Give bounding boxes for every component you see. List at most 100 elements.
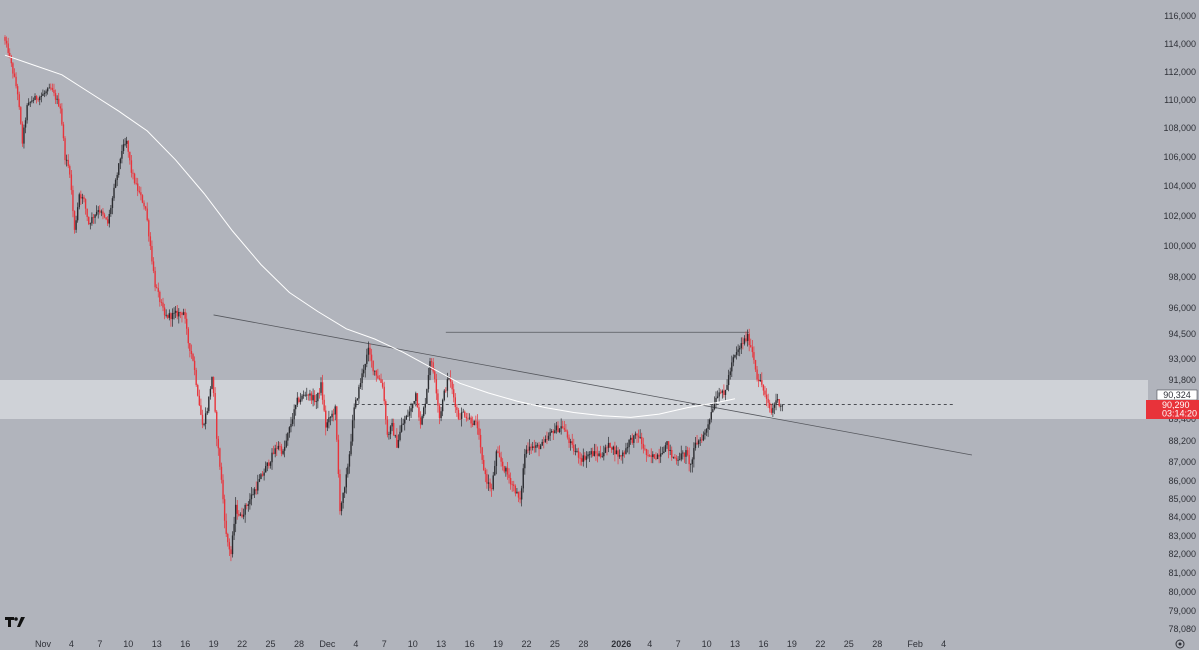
candle — [603, 445, 605, 461]
candle — [5, 36, 8, 48]
candle — [517, 491, 520, 503]
candle — [397, 434, 400, 449]
candle — [740, 337, 742, 355]
x-tick-label: 7 — [382, 639, 387, 649]
candle — [332, 408, 335, 422]
candle — [532, 441, 534, 451]
candle — [424, 397, 426, 415]
candle — [604, 444, 607, 454]
candle — [195, 367, 197, 387]
svg-text:03:14:20: 03:14:20 — [1162, 409, 1197, 419]
candle — [615, 445, 618, 455]
x-tick-label: 25 — [550, 639, 560, 649]
candle — [214, 387, 216, 414]
candle — [266, 462, 268, 472]
candle — [102, 207, 104, 220]
candle — [40, 92, 43, 103]
candle — [593, 443, 596, 457]
candle — [228, 538, 231, 557]
candle — [609, 442, 611, 449]
candle — [710, 404, 712, 423]
candle — [206, 407, 208, 416]
candle — [772, 402, 774, 418]
candle — [686, 446, 689, 457]
candle — [31, 96, 33, 104]
candle — [555, 421, 558, 434]
candle — [617, 447, 619, 465]
candle — [88, 216, 90, 226]
candle — [675, 455, 678, 465]
candle — [653, 453, 656, 459]
svg-text:90,290: 90,290 — [1162, 400, 1190, 410]
candle — [509, 472, 512, 490]
candle — [683, 452, 686, 463]
candle — [197, 383, 199, 397]
candle — [598, 450, 600, 457]
candle — [135, 177, 137, 186]
x-tick-label: 16 — [465, 639, 475, 649]
trendlines-layer — [213, 314, 973, 456]
candle — [457, 407, 460, 421]
candle — [78, 192, 80, 210]
y-tick-label: 112,000 — [1164, 67, 1196, 77]
candle — [456, 404, 458, 417]
candle — [53, 83, 55, 97]
candle — [557, 421, 559, 433]
candle — [407, 409, 409, 418]
candle — [669, 444, 671, 456]
candle — [751, 340, 754, 358]
candle — [685, 445, 687, 465]
time-axis[interactable]: Nov 4 7 10 13 16 19 22 25 28 Dec 4 7 10 13 16 19 22 25 28 20… — [35, 639, 946, 649]
y-tick-label: 78,080 — [1168, 624, 1196, 634]
candle — [674, 454, 676, 460]
x-tick-label: 4 — [353, 639, 358, 649]
candle — [596, 446, 599, 463]
candle — [269, 461, 272, 469]
candle — [263, 468, 265, 481]
candle — [272, 445, 275, 455]
candle — [490, 483, 493, 497]
candle — [667, 440, 670, 459]
candle — [388, 431, 390, 440]
candle — [437, 389, 439, 413]
moving-average-line — [4, 54, 736, 418]
price-axis[interactable]: 116,000 114,000 112,000 110,000 108,000 106,0… — [1163, 11, 1196, 634]
candle — [470, 415, 472, 428]
candle — [149, 232, 152, 250]
candle — [704, 429, 706, 440]
candle — [539, 443, 542, 450]
x-tick-label: Nov — [35, 639, 52, 649]
candle — [295, 404, 297, 416]
candle — [498, 445, 501, 458]
candle — [216, 410, 218, 447]
candle — [312, 388, 314, 407]
candle — [250, 486, 253, 506]
candle — [454, 393, 456, 413]
candle — [157, 282, 159, 298]
candle — [584, 452, 586, 462]
candle — [99, 205, 101, 215]
candle — [24, 117, 27, 134]
candle — [644, 444, 646, 451]
candle — [761, 372, 763, 388]
candle — [750, 338, 752, 348]
candle — [592, 447, 594, 458]
candle — [234, 497, 237, 533]
candle — [716, 390, 719, 399]
candle — [413, 400, 415, 405]
candle — [137, 177, 139, 197]
candle — [648, 454, 651, 457]
candle — [211, 376, 213, 390]
settings-icon[interactable] — [1175, 639, 1185, 649]
candle — [565, 424, 567, 433]
candle — [227, 532, 229, 547]
candle — [516, 487, 518, 494]
candle — [731, 355, 733, 378]
candle — [313, 390, 316, 406]
candle — [612, 445, 614, 455]
candle — [23, 124, 25, 149]
candle — [249, 493, 251, 510]
candle — [204, 407, 207, 430]
